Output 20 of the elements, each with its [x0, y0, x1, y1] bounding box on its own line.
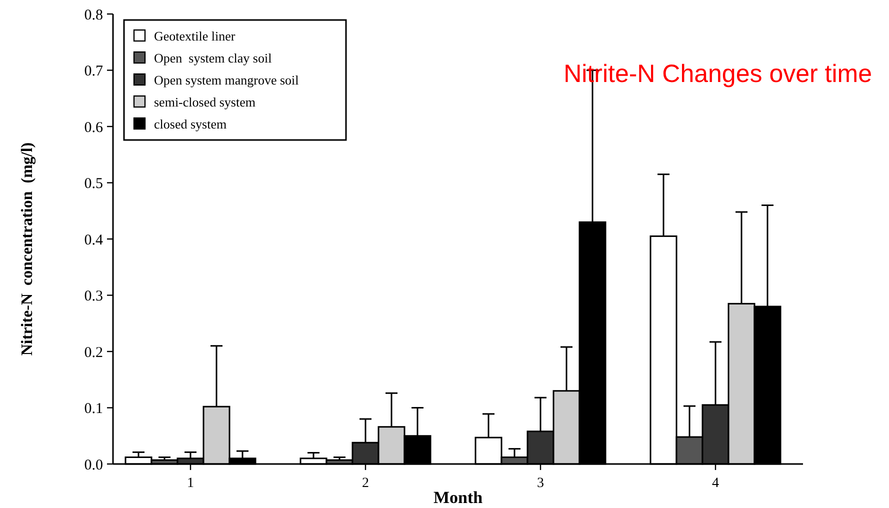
y-tick-label: 0.8	[84, 7, 103, 24]
legend-label: Open system clay soil	[154, 50, 272, 66]
x-tick-label: 3	[537, 476, 544, 491]
x-axis-title: Month	[433, 488, 484, 507]
x-tick-label: 4	[712, 476, 719, 491]
y-tick-label: 0.4	[84, 232, 104, 248]
y-tick-label: 0.7	[84, 64, 104, 80]
y-tick-label: 0.1	[84, 401, 103, 417]
x-tick-label: 2	[362, 476, 369, 491]
legend-label: Geotextile liner	[154, 28, 236, 44]
legend-label: semi-closed system	[154, 94, 256, 110]
legend-label: Open system mangrove soil	[154, 72, 300, 88]
y-tick-label: 0.6	[84, 120, 104, 136]
y-tick-label: 0.3	[84, 288, 103, 304]
y-tick-label: 0.5	[84, 176, 103, 192]
y-axis-title: Nitrite-N concentration (mg/l)	[19, 142, 36, 356]
y-tick-label: 0.2	[84, 344, 103, 361]
y-tick-label: 0.0	[84, 457, 103, 474]
legend-label: closed system	[154, 116, 227, 132]
x-tick-label: 1	[187, 476, 194, 491]
